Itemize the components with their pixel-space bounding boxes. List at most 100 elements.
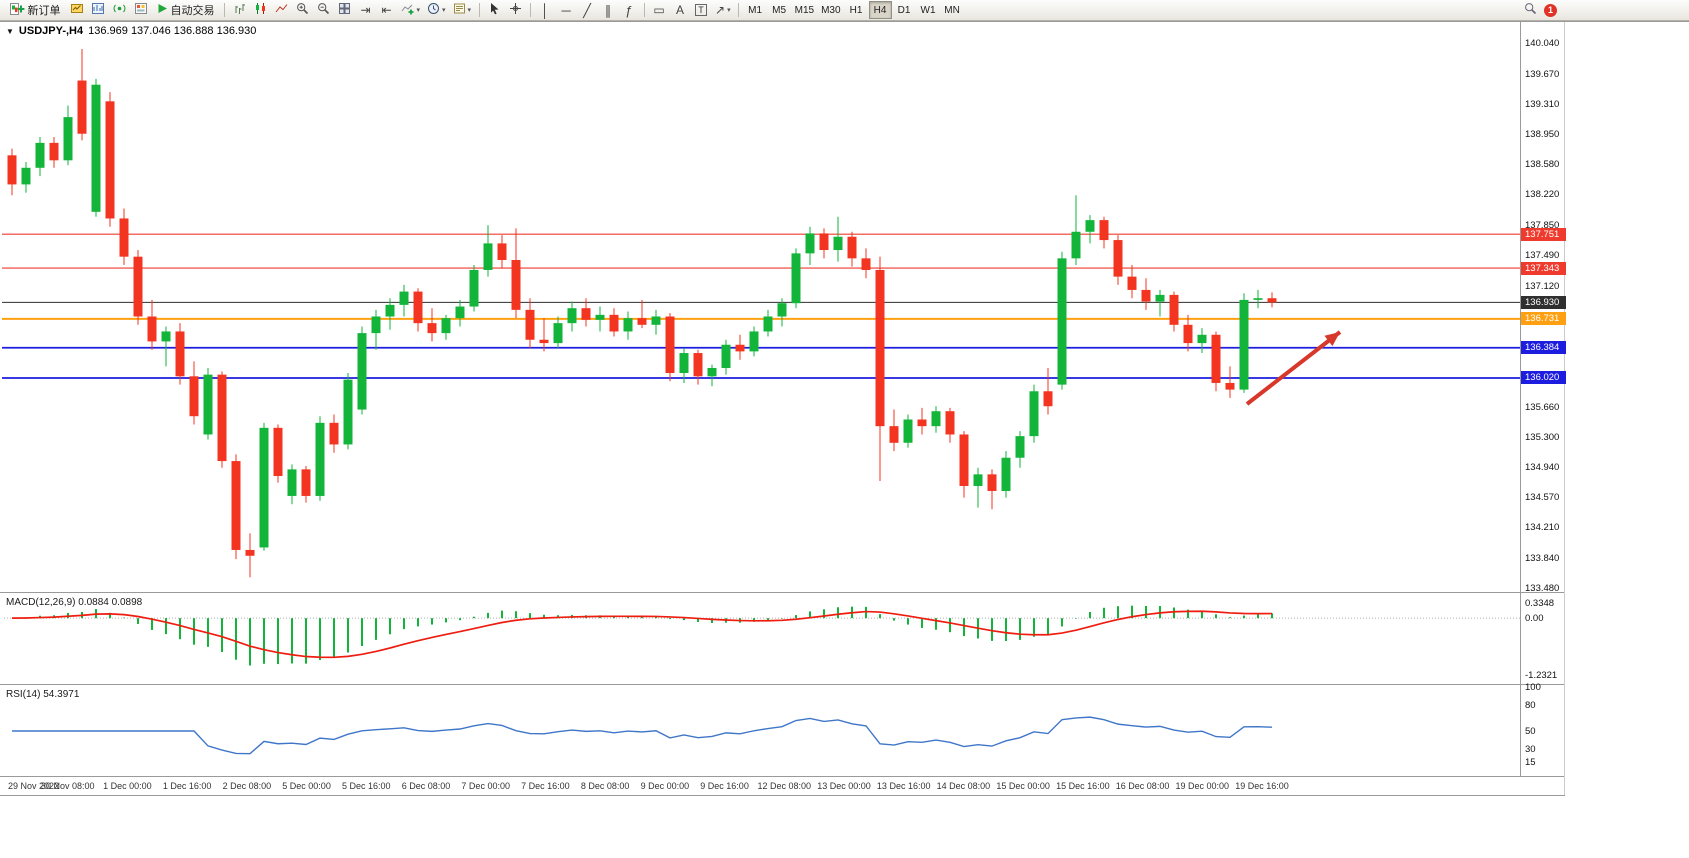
arrow-tool-icon: ↗ (715, 3, 726, 17)
trendline-icon: ╱ (583, 2, 591, 18)
market-watch-button[interactable] (67, 1, 87, 19)
time-axis-label: 1 Dec 16:00 (162, 781, 212, 791)
time-axis-label: 8 Dec 08:00 (580, 781, 630, 791)
timeframe-h4-button[interactable]: H4 (868, 1, 892, 19)
timeframe-d1-button[interactable]: D1 (897, 4, 911, 16)
time-axis-label: 29 Nov 2022 (8, 781, 60, 791)
price-line-label[interactable]: 137.343 (1521, 261, 1566, 275)
zoom-in-icon (296, 2, 309, 18)
terminal-button[interactable] (131, 1, 151, 19)
rsi-indicator-label: RSI(14) 54.3971 (6, 689, 80, 700)
cursor-icon (488, 2, 500, 18)
toolbar-separator (643, 3, 645, 17)
price-axis-label: 134.210 (1525, 522, 1560, 534)
vertical-line-icon: │ (540, 2, 550, 18)
horizontal-line-tool-button[interactable]: ─ (556, 1, 576, 19)
price-line-label[interactable]: 137.751 (1521, 227, 1566, 241)
price-line-label[interactable]: 136.020 (1521, 371, 1566, 385)
price-axis-label: 137.120 (1525, 280, 1560, 292)
time-axis-label: 15 Dec 00:00 (996, 781, 1050, 791)
time-axis-label: 9 Dec 16:00 (700, 781, 749, 791)
rsi-scale-label: 30 (1525, 743, 1536, 755)
timeframe-m5-button[interactable]: M5 (772, 4, 787, 16)
dropdown-caret-icon: ▾ (416, 7, 421, 14)
price-axis-label: 138.220 (1525, 189, 1560, 201)
time-axis-label: 1 Dec 00:00 (103, 781, 152, 791)
price-line-label[interactable]: 136.731 (1521, 312, 1566, 326)
trendline-tool-button[interactable]: ╱ (577, 1, 597, 19)
sound-alerts-button[interactable] (109, 1, 130, 19)
chart-symbol-period: USDJPY-,H4 (18, 25, 84, 37)
dropdown-caret-icon: ▾ (727, 7, 731, 14)
timeframe-h1-button[interactable]: H1 (849, 4, 863, 16)
chart-shift-button[interactable]: ⇤ (377, 1, 397, 19)
price-axis-label: 140.040 (1525, 38, 1560, 49)
line-chart-mode-button[interactable] (272, 1, 292, 19)
dropdown-caret-icon: ▾ (442, 7, 446, 14)
price-axis-label: 139.310 (1525, 98, 1560, 110)
timeframe-m30-button[interactable]: M30 (821, 4, 841, 16)
periods-button[interactable]: ▾ (424, 1, 449, 19)
templates-icon (453, 2, 466, 18)
fibonacci-tool-button[interactable]: ƒ (619, 1, 639, 19)
time-axis-label: 6 Dec 08:00 (401, 781, 451, 791)
dropdown-caret-icon: ▾ (467, 7, 472, 14)
indicators-button[interactable]: ▾ (398, 1, 424, 19)
macd-scale-label: 0.00 (1525, 613, 1544, 625)
bar-chart-mode-button[interactable] (230, 1, 250, 19)
macd-scale-label: 0.3348 (1525, 597, 1555, 609)
zoom-out-button[interactable] (314, 1, 334, 19)
timeframe-m1-button[interactable]: M1 (748, 4, 763, 16)
shapes-icon: ▭ (653, 3, 665, 17)
time-axis-label: 9 Dec 00:00 (640, 781, 690, 791)
auto-scroll-button[interactable]: ⇥ (356, 1, 376, 19)
tile-windows-button[interactable] (335, 1, 355, 19)
templates-button[interactable]: ▾ (450, 1, 475, 19)
timeframe-w1-button[interactable]: W1 (920, 4, 936, 16)
channel-icon: ∥ (604, 2, 612, 18)
text-label-tool-button[interactable]: T (691, 1, 711, 19)
chart-window-button[interactable] (88, 1, 108, 19)
time-axis-label: 15 Dec 16:00 (1056, 781, 1110, 791)
price-axis-label: 134.570 (1525, 492, 1560, 504)
zoom-out-icon (317, 2, 330, 18)
channel-tool-button[interactable]: ∥ (598, 1, 618, 19)
price-line-label[interactable]: 136.384 (1521, 341, 1566, 355)
crosshair-tool-button[interactable] (505, 1, 525, 19)
cursor-tool-button[interactable] (484, 1, 504, 19)
indicators-icon (401, 2, 415, 18)
time-axis-label: 12 Dec 08:00 (757, 781, 812, 791)
vertical-line-tool-button[interactable]: │ (535, 1, 555, 19)
search-button[interactable] (1520, 1, 1540, 19)
shapes-tool-button[interactable]: ▭ (649, 1, 669, 19)
chart-title: ▼ USDJPY-,H4 136.969 137.046 136.888 136… (6, 25, 256, 37)
sound-icon (112, 2, 127, 18)
autotrading-button[interactable]: 自动交易 (152, 1, 220, 19)
macd-indicator-label: MACD(12,26,9) 0.0884 0.0898 (6, 597, 143, 608)
price-axis-label: 137.490 (1525, 249, 1560, 261)
arrows-tool-button[interactable]: ↗ ▾ (712, 1, 734, 19)
chart-ohlc-values: 136.969 137.046 136.888 136.930 (88, 25, 257, 37)
notification-badge[interactable]: 1 (1544, 3, 1557, 17)
new-order-button[interactable]: 新订单 (5, 1, 66, 19)
toolbar-separator (529, 3, 531, 17)
candlestick-icon (254, 2, 267, 18)
terminal-icon (134, 2, 148, 18)
timeframe-m15-button[interactable]: M15 (794, 4, 815, 16)
candlestick-mode-button[interactable] (251, 1, 271, 19)
current-price-label[interactable]: 136.930 (1521, 295, 1566, 309)
time-axis-label: 13 Dec 16:00 (876, 781, 931, 791)
text-tool-button[interactable]: A (670, 1, 690, 19)
price-axis-label: 139.670 (1525, 68, 1560, 80)
zoom-in-button[interactable] (293, 1, 313, 19)
price-axis-label: 133.840 (1525, 553, 1560, 565)
time-axis-label: 2 Dec 08:00 (222, 781, 272, 791)
time-axis-label: 13 Dec 00:00 (817, 781, 871, 791)
time-axis-label: 5 Dec 16:00 (342, 781, 391, 791)
price-axis-label: 138.580 (1525, 159, 1560, 171)
timeframe-mn-button[interactable]: MN (944, 4, 960, 16)
symbol-collapse-icon[interactable]: ▼ (6, 26, 14, 36)
new-order-label: 新订单 (27, 5, 61, 17)
text-icon: A (676, 3, 685, 17)
